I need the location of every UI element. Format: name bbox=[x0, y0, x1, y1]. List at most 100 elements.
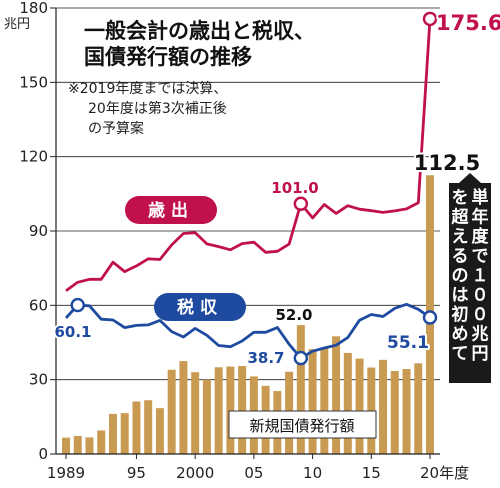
callout-char-r-5: ０ bbox=[472, 286, 489, 306]
note-line-2: 20年度は第3次補正後 bbox=[88, 100, 227, 117]
bond-label-box bbox=[228, 410, 377, 439]
bond-bar-2017 bbox=[390, 370, 399, 454]
y-tick-label-0: 0 bbox=[38, 445, 48, 463]
callout-char-r-4: １ bbox=[472, 266, 489, 286]
y-unit-label: 兆円 bbox=[4, 17, 30, 32]
bond-bar-2009 bbox=[296, 325, 305, 454]
bond-bar-1993 bbox=[108, 413, 117, 454]
bond-bar-2010 bbox=[308, 349, 317, 454]
bond-bar-1996 bbox=[144, 400, 153, 454]
callout-char-r-8: 円 bbox=[472, 344, 489, 364]
title-line-1: 一般会計の歳出と税収、 bbox=[84, 19, 315, 43]
callout-char-l-4: の bbox=[452, 266, 469, 286]
y-tick-label-30: 30 bbox=[29, 371, 48, 389]
label-tax-2020: 55.1 bbox=[387, 333, 429, 353]
callout-char-r-0: 単 bbox=[472, 187, 489, 208]
axes: 0 30 60 90 120 150 180 1989 95 2000 05 10 15 20年度 bbox=[19, 0, 469, 482]
bond-bar-1995 bbox=[132, 401, 141, 454]
bond-bar-2016 bbox=[379, 359, 388, 454]
spend-label-pill bbox=[125, 196, 217, 224]
spend-label-pill-text: 歳出 bbox=[148, 200, 194, 221]
bond-bar-1997 bbox=[155, 408, 164, 454]
title-line-2: 国債発行額の推移 bbox=[84, 45, 252, 69]
bond-bar-1990 bbox=[73, 435, 82, 454]
x-tick-label-2015: 15 bbox=[362, 464, 381, 482]
label-tax-2020-halo: 55.1 bbox=[387, 333, 429, 353]
tax-label-pill bbox=[154, 293, 246, 321]
label-tax-1990: 60.1 bbox=[54, 323, 91, 341]
bond-bar-2003 bbox=[226, 366, 235, 454]
bond-bar-2001 bbox=[202, 379, 211, 454]
y-tick-label-90: 90 bbox=[29, 222, 48, 240]
y-tick-label-60: 60 bbox=[29, 296, 48, 314]
spend-marker-2009 bbox=[293, 196, 309, 211]
label-tax-1990-halo: 60.1 bbox=[54, 323, 91, 341]
label-spend-2009-halo: 101.0 bbox=[271, 179, 318, 197]
label-spend-2020: 175.6 bbox=[436, 11, 500, 35]
label-bond-2009: 52.0 bbox=[275, 306, 312, 324]
bond-bar-1994 bbox=[120, 413, 129, 454]
series-lines bbox=[64, 11, 438, 366]
x-tick-label-2010: 10 bbox=[303, 464, 322, 482]
label-tax-2009: 38.7 bbox=[247, 349, 284, 367]
x-tick-label-1995: 95 bbox=[127, 464, 146, 482]
bond-bar-2014 bbox=[355, 358, 364, 454]
callout-char-r-7: 兆 bbox=[472, 325, 489, 345]
tax-marker-1990 bbox=[70, 297, 85, 313]
callout-char-l-1: 超 bbox=[452, 207, 470, 228]
bond-bar-2002 bbox=[214, 367, 223, 454]
y-tick-label-150: 150 bbox=[19, 73, 48, 91]
bond-bar-2011 bbox=[320, 347, 329, 454]
tax-line bbox=[64, 302, 431, 360]
bond-bar-2004 bbox=[238, 366, 247, 454]
callout-char-r-6: ０ bbox=[472, 305, 489, 325]
tax-marker-2009 bbox=[293, 350, 309, 366]
label-bond-2020-halo: 112.5 bbox=[414, 151, 480, 175]
callout-char-l-6: 初 bbox=[452, 304, 469, 325]
label-bond-2020: 112.5 bbox=[414, 151, 480, 175]
callout-char-r-3: で bbox=[472, 247, 489, 267]
label-spend-2020-halo: 175.6 bbox=[436, 11, 500, 35]
note-line-3: の予算案 bbox=[88, 120, 144, 137]
callout-char-l-7: め bbox=[452, 325, 469, 345]
y-tick-label-120: 120 bbox=[19, 148, 48, 166]
bond-bar-2000 bbox=[191, 372, 200, 454]
callout-char-l-5: は bbox=[452, 286, 469, 306]
bond-label-text: 新規国債発行額 bbox=[249, 417, 354, 435]
callout-char-r-1: 年 bbox=[472, 207, 489, 228]
callout-pointer bbox=[459, 173, 481, 183]
label-bond-2009-halo: 52.0 bbox=[275, 306, 312, 324]
bond-bar-2018 bbox=[402, 369, 411, 454]
note-line-1: ※2019年度までは決算、 bbox=[68, 81, 227, 97]
chart-title: 一般会計の歳出と税収、国債発行額の推移 bbox=[84, 19, 315, 69]
bond-bar-2012 bbox=[332, 336, 341, 454]
bond-bar-1989 bbox=[62, 437, 70, 454]
callout-char-l-0: を bbox=[452, 188, 469, 208]
x-tick-label-1989: 1989 bbox=[47, 464, 85, 482]
bond-bar-1992 bbox=[97, 430, 106, 454]
callout-char-l-2: え bbox=[452, 227, 469, 247]
callout-box bbox=[449, 183, 491, 383]
callout-char-l-8: て bbox=[452, 344, 469, 364]
x-tick-label-2000: 2000 bbox=[176, 464, 214, 482]
x-tick-label-2020: 20年度 bbox=[420, 464, 469, 482]
callout-char-l-3: る bbox=[452, 247, 469, 267]
tax-label-pill-text: 税収 bbox=[177, 297, 223, 318]
bond-bar-2013 bbox=[343, 352, 352, 454]
chart-note: ※2019年度までは決算、 20年度は第3次補正後 の予算案 bbox=[68, 81, 227, 137]
callout-char-r-2: 度 bbox=[472, 226, 490, 247]
annotations: 175.6175.6101.0101.052.052.038.738.760.1… bbox=[52, 9, 500, 383]
bond-bar-2019 bbox=[414, 363, 423, 454]
bond-bar-1991 bbox=[85, 437, 94, 454]
spend-line bbox=[65, 18, 432, 292]
gridlines bbox=[56, 7, 440, 381]
label-tax-2009-halo: 38.7 bbox=[247, 349, 284, 367]
bond-bar-1998 bbox=[167, 369, 176, 454]
tax-marker-2020 bbox=[422, 310, 438, 325]
label-spend-2009: 101.0 bbox=[271, 179, 318, 197]
y-tick-label-180: 180 bbox=[19, 0, 48, 17]
bond-bar-1999 bbox=[179, 361, 188, 454]
